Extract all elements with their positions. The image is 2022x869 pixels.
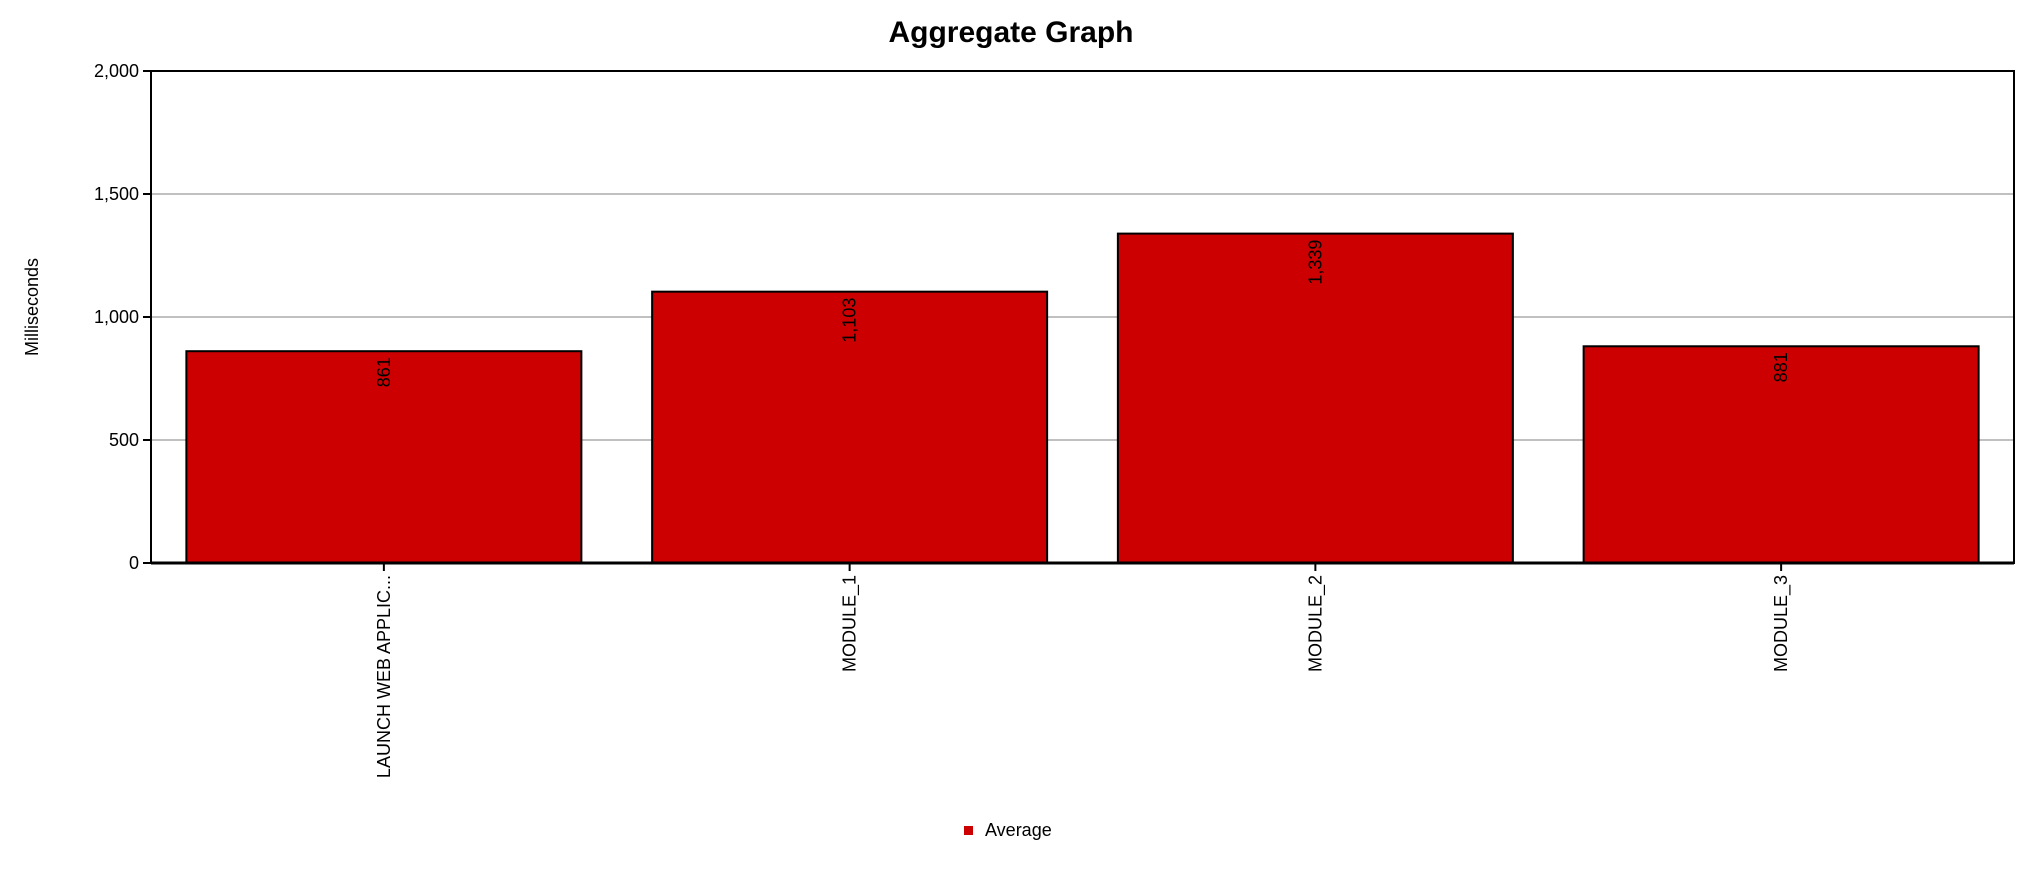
y-tick-label: 1,000	[94, 307, 139, 327]
bar	[185, 350, 583, 564]
bar	[1582, 345, 1980, 564]
data-labels: 861 1,103 1,339 881	[374, 240, 1791, 388]
legend: Average	[964, 820, 1052, 840]
bar-value-label: 861	[374, 357, 394, 387]
y-tick-label: 1,500	[94, 184, 139, 204]
x-tick-label: LAUNCH WEB APPLIC...	[374, 575, 394, 778]
bar-value-label: 1,339	[1305, 240, 1325, 285]
y-axis-label: Milliseconds	[22, 258, 42, 356]
bar	[1116, 232, 1514, 565]
y-tick-label: 500	[109, 430, 139, 450]
x-tick-labels: LAUNCH WEB APPLIC... MODULE_1 MODULE_2 MODU…	[374, 575, 1792, 778]
legend-swatch	[964, 826, 973, 835]
x-tick-label: MODULE_1	[840, 575, 861, 672]
axes	[143, 70, 2015, 571]
legend-label: Average	[985, 820, 1052, 840]
bars	[185, 232, 1980, 565]
bar	[651, 290, 1049, 564]
x-tick-label: MODULE_2	[1305, 575, 1326, 672]
y-tick-labels: 0 500 1,000 1,500 2,000	[94, 61, 139, 573]
x-tick-label: MODULE_3	[1771, 575, 1792, 672]
bar-value-label: 1,103	[840, 298, 860, 343]
y-tick-label: 0	[129, 553, 139, 573]
bar-value-label: 881	[1771, 352, 1791, 382]
chart-title: Aggregate Graph	[888, 16, 1133, 49]
y-tick-label: 2,000	[94, 61, 139, 81]
